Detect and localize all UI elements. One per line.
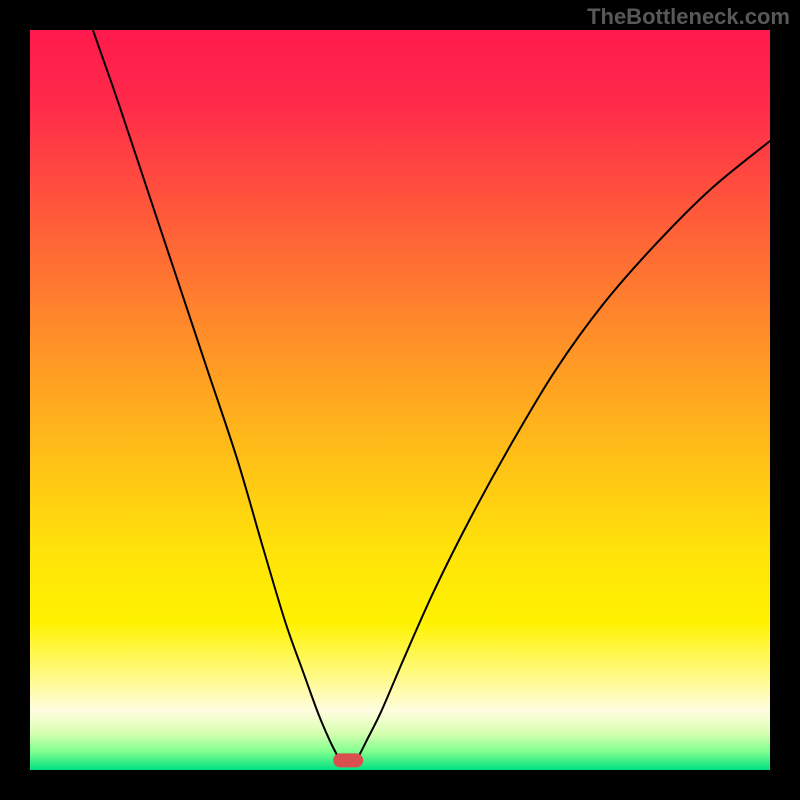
watermark-text: TheBottleneck.com (587, 4, 790, 30)
chart-container: TheBottleneck.com (0, 0, 800, 800)
gradient-background (30, 30, 770, 770)
bottleneck-marker (333, 753, 363, 767)
plot-area (30, 30, 770, 770)
bottleneck-chart-svg (30, 30, 770, 770)
